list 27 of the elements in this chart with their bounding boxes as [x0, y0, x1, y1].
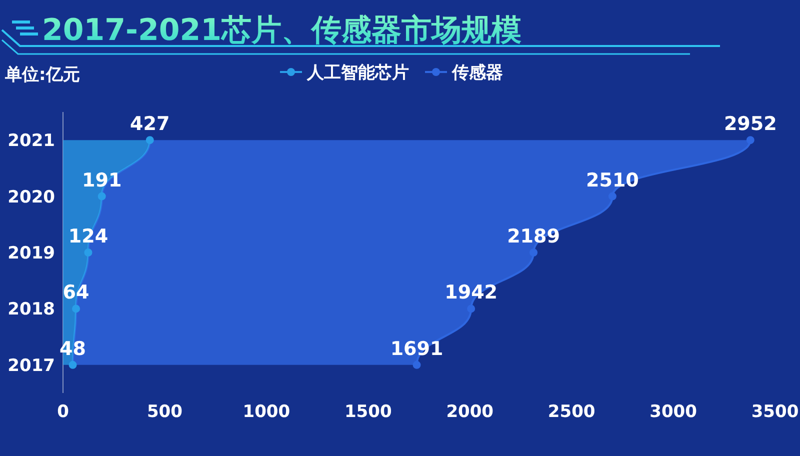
- legend-label: 传感器: [451, 63, 503, 83]
- chart-title: 2017-2021芯片、传感器市场规模: [42, 13, 522, 48]
- data-label: 64: [62, 282, 90, 304]
- text: 单位:亿元: [4, 65, 80, 85]
- data-label: 1942: [444, 282, 498, 304]
- x-tick-label: 2000: [446, 402, 494, 422]
- x-tick-label: 3500: [751, 402, 799, 422]
- data-label: 1691: [390, 338, 444, 360]
- y-tick-label: 2020: [8, 187, 56, 208]
- x-tick-label: 1500: [344, 402, 392, 422]
- data-label: 124: [68, 226, 108, 248]
- legend-label: 人工智能芯片: [306, 63, 409, 83]
- data-label: 191: [82, 169, 122, 192]
- y-tick-label: 2018: [8, 300, 55, 320]
- data-label: 2952: [724, 113, 777, 136]
- x-tick-label: 1000: [242, 402, 290, 422]
- y-tick-label: 2019: [8, 244, 55, 264]
- x-tick-label: 500: [146, 402, 183, 422]
- data-label: 2510: [586, 169, 639, 192]
- x-tick-label: 0: [57, 402, 70, 422]
- data-label: 48: [60, 338, 86, 360]
- data-label: 427: [130, 113, 170, 136]
- data-label: 2189: [507, 226, 560, 248]
- x-tick-label: 3000: [650, 402, 698, 422]
- y-tick-label: 2021: [8, 131, 55, 152]
- y-tick-label: 2017: [8, 356, 55, 376]
- x-tick-label: 2500: [548, 402, 596, 422]
